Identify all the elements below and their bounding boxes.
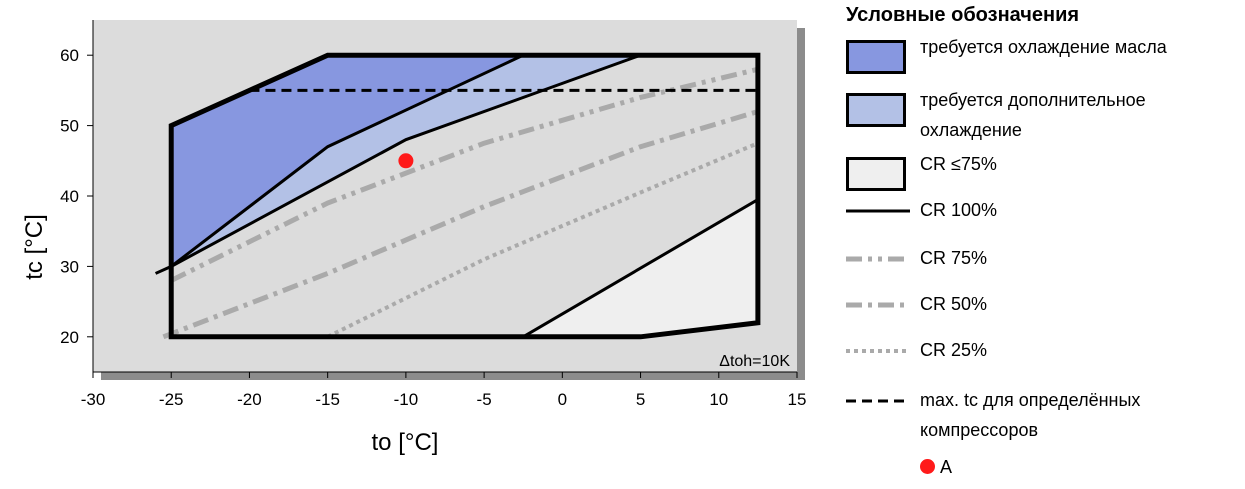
x-tick-label: -30 <box>81 390 106 409</box>
legend-label: требуется охлаждение масла <box>920 37 1167 57</box>
x-tick-label: 10 <box>709 390 728 409</box>
legend-swatch <box>846 93 906 127</box>
legend-label: CR ≤75% <box>920 154 997 174</box>
legend-line-sample <box>846 302 910 308</box>
legend-line-sample <box>846 349 910 353</box>
legend-swatch <box>846 40 906 74</box>
y-tick-label: 20 <box>60 328 79 347</box>
annotation-dtoh: Δtoh=10K <box>719 353 790 370</box>
x-tick-label: 0 <box>558 390 567 409</box>
legend: Условные обозначения требуется охлаждени… <box>838 0 1238 489</box>
y-tick-label: 60 <box>60 46 79 65</box>
chart: -30 -25 -20 -15 -10 -5 0 5 10 15 20 30 40 50 60 Δtoh=1… <box>21 20 807 456</box>
region-0 <box>171 55 524 267</box>
legend-label: CR 25% <box>920 340 988 360</box>
x-tick-label: -15 <box>315 390 340 409</box>
x-tick-label: 15 <box>788 390 807 409</box>
y-tick-label: 30 <box>60 257 79 276</box>
y-tick-label: 40 <box>60 187 79 206</box>
region-2 <box>523 199 758 337</box>
point-A <box>398 153 414 169</box>
legend-title: Условные обозначения <box>846 4 1080 26</box>
x-tick-label: -5 <box>477 390 492 409</box>
x-tick-label: -25 <box>159 390 184 409</box>
y-axis-label: tc [°C] <box>21 214 48 280</box>
legend-line-sample <box>846 256 910 262</box>
legend-label: max. tc для определённых <box>920 390 1141 410</box>
series-line-4 <box>162 109 759 340</box>
legend-label-line2: компрессоров <box>920 420 1039 440</box>
legend-label: CR 100% <box>920 200 998 220</box>
legend-swatch <box>846 157 906 191</box>
legend-label: A <box>940 457 953 477</box>
series-line-2 <box>522 198 759 339</box>
legend-line-sample <box>846 209 910 213</box>
series-line-0 <box>154 53 524 275</box>
legend-label: CR 75% <box>920 248 988 268</box>
series-line-1 <box>170 53 642 268</box>
legend-label: CR 50% <box>920 294 988 314</box>
x-tick-label: 5 <box>636 390 645 409</box>
legend-point-marker <box>920 459 935 474</box>
envelope-outline <box>168 52 761 340</box>
y-tick-label: 50 <box>60 117 79 136</box>
legend-label-line2: охлаждение <box>920 120 1022 140</box>
legend-label: требуется дополнительное <box>920 90 1146 110</box>
x-tick-label: -10 <box>394 390 419 409</box>
x-axis-label: to [°C] <box>372 429 439 456</box>
series-line-5 <box>326 141 759 339</box>
legend-line-sample <box>846 399 910 403</box>
series-line-3 <box>170 66 759 283</box>
x-tick-label: -20 <box>237 390 262 409</box>
